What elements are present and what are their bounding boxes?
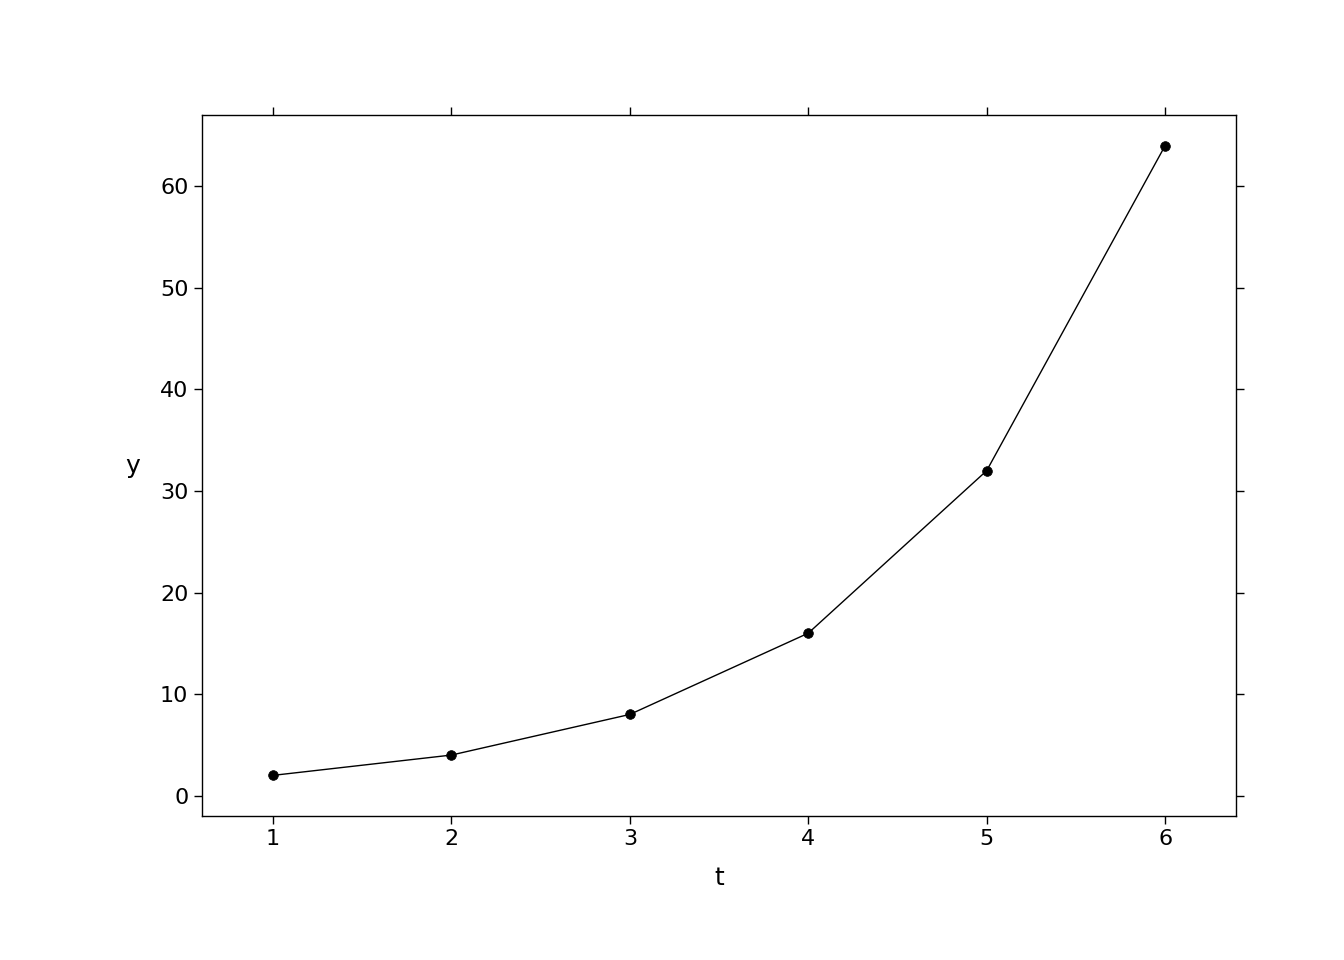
Y-axis label: y: y	[125, 454, 140, 478]
X-axis label: t: t	[714, 866, 724, 890]
